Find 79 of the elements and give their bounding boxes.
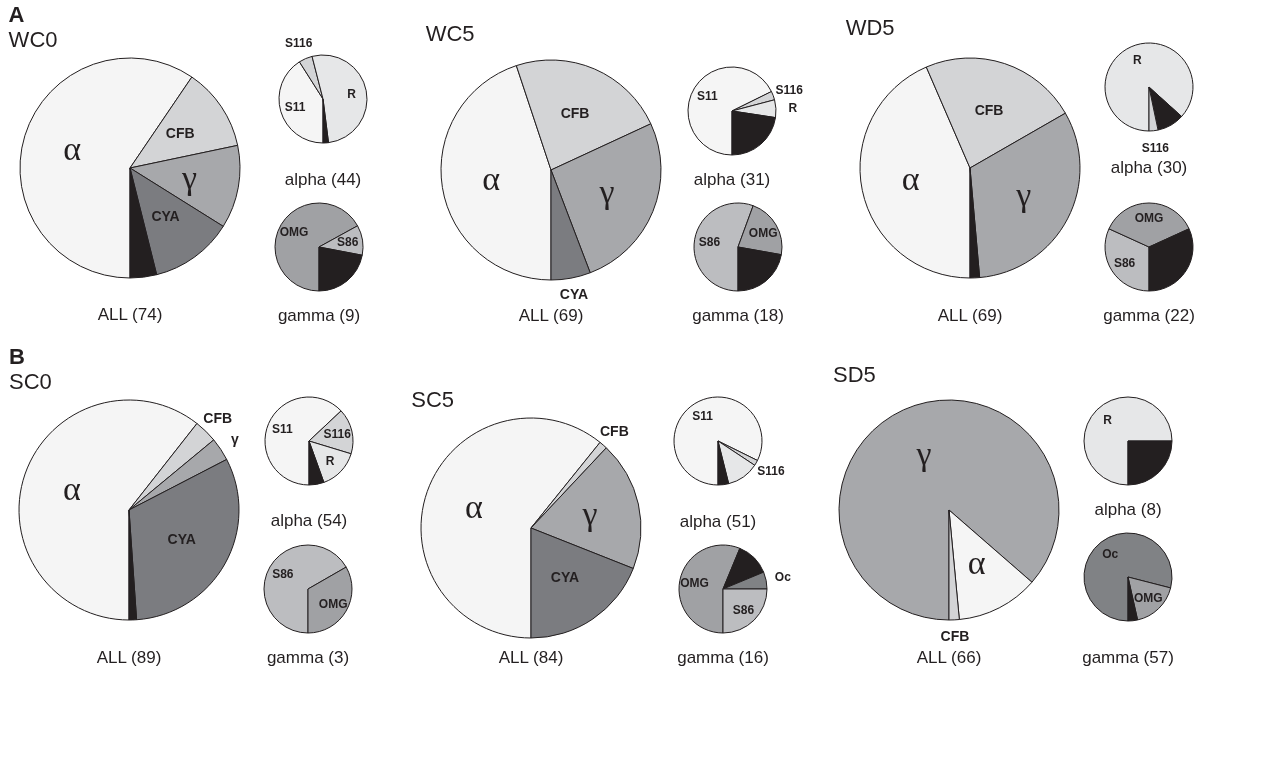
slice-label: α xyxy=(63,130,82,168)
slice-label: S11 xyxy=(284,100,306,115)
slice-label: CYA xyxy=(559,285,589,302)
text: ALL (69) xyxy=(937,305,1003,325)
slice-label: S116 xyxy=(285,36,313,51)
chart-title: SC0 xyxy=(8,369,52,394)
slice-label: γ xyxy=(181,158,198,196)
slice-label: R xyxy=(1132,53,1142,68)
pie-slice xyxy=(838,399,1060,621)
pie-slice xyxy=(1104,42,1194,132)
text: A xyxy=(8,2,25,27)
slice-label: CFB xyxy=(165,125,195,142)
slice-label: S116 xyxy=(757,464,785,479)
slice-label: Oc xyxy=(774,570,792,585)
pie-slice xyxy=(1083,532,1173,622)
text: gamma (16) xyxy=(677,648,769,667)
text: ALL (74) xyxy=(97,305,163,325)
text: gamma (18) xyxy=(692,306,784,325)
text: ALL (66) xyxy=(916,647,982,667)
slice-label: α xyxy=(482,159,501,197)
text: alpha (51) xyxy=(679,511,757,531)
text: gamma (57) xyxy=(1082,647,1174,667)
text: alpha (54) xyxy=(270,511,348,531)
slice-label: Oc xyxy=(1102,547,1119,562)
text: alpha (8) xyxy=(1094,500,1162,519)
slice-label: CFB xyxy=(974,101,1004,118)
text: alpha (44) xyxy=(284,169,362,189)
slice-label: γ xyxy=(1015,175,1032,213)
slice-label: S86 xyxy=(698,234,721,249)
text: gamma (9) xyxy=(277,306,361,325)
slice-label: R xyxy=(325,454,335,469)
text: alpha (31) xyxy=(693,170,771,189)
text: gamma (3) xyxy=(266,648,350,667)
slice-label: S86 xyxy=(337,235,359,250)
slice-label: γ xyxy=(915,434,932,472)
text: ALL (69) xyxy=(518,305,584,325)
slice-label: OMG xyxy=(680,576,709,591)
chart-title: SD5 xyxy=(833,362,876,388)
slice-label: CFB xyxy=(203,410,233,427)
slice-label: OMG xyxy=(318,596,348,611)
slice-label: S116 xyxy=(775,82,804,97)
text: ALL (89) xyxy=(96,647,162,667)
slice-label: OMG xyxy=(279,225,309,240)
slice-label: α xyxy=(901,160,920,198)
slice-label: γ xyxy=(598,172,615,210)
chart-title: WD5 xyxy=(845,15,895,41)
slice-label: α xyxy=(465,487,484,525)
slice-label: R xyxy=(347,86,357,101)
chart-title: WC0 xyxy=(8,27,58,52)
chart-title: WC5 xyxy=(425,21,475,47)
slice-label: S11 xyxy=(692,409,714,424)
slice-label: S116 xyxy=(1141,140,1170,155)
slice-label: S86 xyxy=(272,567,294,582)
slice-label: S11 xyxy=(696,88,718,103)
text: gamma (22) xyxy=(1103,306,1195,325)
slice-label: CYA xyxy=(550,569,580,586)
slice-label: γ xyxy=(581,494,598,532)
slice-label: α xyxy=(62,470,81,508)
slice-label: CFB xyxy=(600,423,629,440)
slice-label: OMG xyxy=(1133,590,1163,605)
slice-label: S86 xyxy=(1113,255,1136,270)
text: B xyxy=(8,344,25,369)
slice-label: S11 xyxy=(272,422,294,437)
text: alpha (30) xyxy=(1110,157,1188,177)
slice-label: CFB xyxy=(940,627,970,644)
slice-label: α xyxy=(967,543,986,581)
chart-title: SC5 xyxy=(411,387,455,412)
slice-label: γ xyxy=(231,430,240,447)
slice-label: R xyxy=(788,100,798,115)
slice-label: CYA xyxy=(167,530,196,547)
text: ALL (84) xyxy=(498,648,564,667)
pie-slice xyxy=(1083,396,1173,486)
slice-label: CYA xyxy=(151,207,180,224)
slice-label: OMG xyxy=(748,225,778,240)
slice-label: S86 xyxy=(732,602,755,617)
slice-label: S116 xyxy=(323,427,352,442)
slice-label: CFB xyxy=(560,105,590,122)
slice-label: OMG xyxy=(1134,210,1164,225)
slice-label: R xyxy=(1103,413,1113,428)
